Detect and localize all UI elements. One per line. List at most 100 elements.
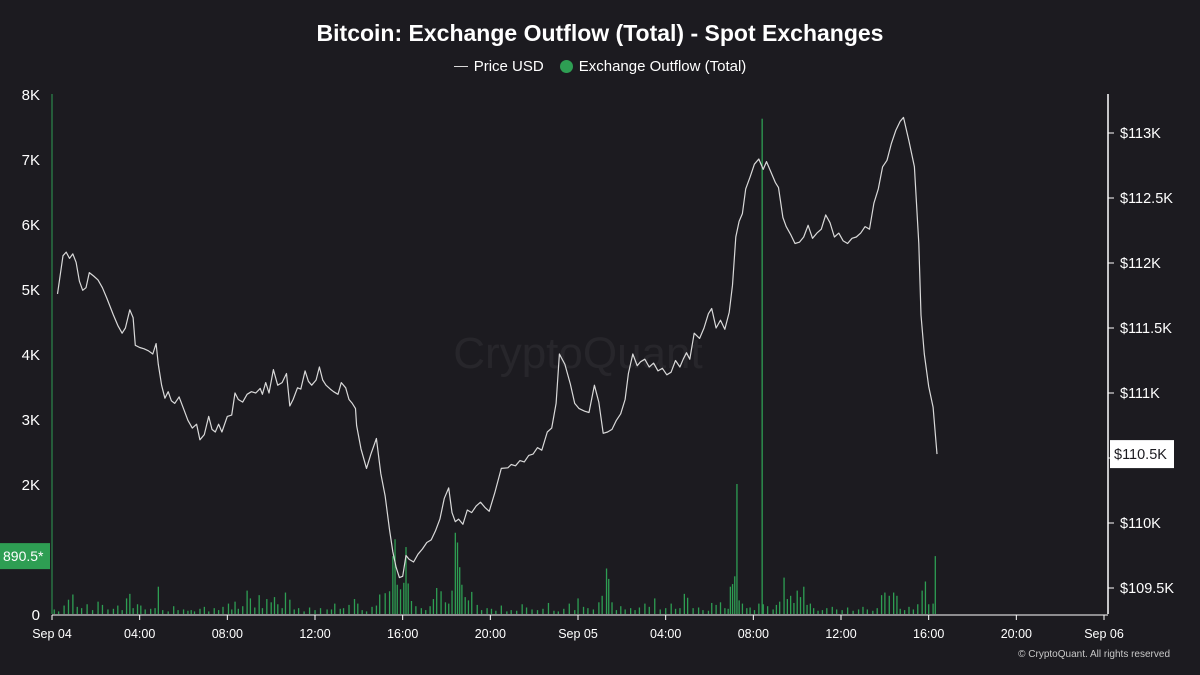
outflow-bar bbox=[140, 605, 142, 614]
outflow-bar bbox=[154, 608, 156, 614]
outflow-bar bbox=[425, 610, 427, 614]
outflow-bar bbox=[208, 611, 210, 614]
outflow-bar bbox=[753, 610, 756, 614]
outflow-bar bbox=[888, 595, 890, 614]
x-tick-label: 04:00 bbox=[124, 627, 155, 641]
y-left-tick-label: 4K bbox=[22, 347, 40, 364]
legend-label-outflow: Exchange Outflow (Total) bbox=[578, 58, 747, 75]
outflow-bar bbox=[846, 607, 849, 614]
outflow-bar bbox=[129, 593, 131, 614]
outflow-bar bbox=[284, 592, 287, 614]
outflow-bar bbox=[415, 606, 417, 614]
outflow-bar bbox=[150, 608, 152, 614]
outflow-bar bbox=[144, 609, 146, 614]
outflow-bar bbox=[157, 586, 159, 614]
outflow-bar bbox=[213, 608, 215, 614]
outflow-bar bbox=[813, 608, 815, 614]
y-left-tick-label: 6K bbox=[22, 217, 40, 234]
outflow-bar bbox=[841, 610, 843, 614]
outflow-bar bbox=[326, 609, 328, 614]
chart-title: Bitcoin: Exchange Outflow (Total) - Spot… bbox=[316, 20, 884, 46]
outflow-bar bbox=[173, 606, 175, 614]
outflow-bar bbox=[821, 610, 824, 614]
x-tick-label: 20:00 bbox=[1001, 627, 1032, 641]
outflow-bar bbox=[246, 590, 248, 614]
legend-item-price[interactable]: Price USD bbox=[453, 58, 544, 75]
y-left-tick-label: 7K bbox=[22, 152, 40, 169]
outflow-bar bbox=[353, 599, 356, 614]
outflow-bar bbox=[587, 608, 589, 614]
outflow-bar bbox=[237, 608, 239, 614]
outflow-bar bbox=[407, 583, 409, 614]
outflow-bar bbox=[107, 609, 109, 614]
outflow-bar bbox=[836, 609, 838, 614]
outflow-bar bbox=[454, 532, 456, 614]
outflow-bar bbox=[630, 608, 632, 614]
x-tick-label: 08:00 bbox=[212, 627, 243, 641]
outflow-bar bbox=[746, 608, 748, 614]
outflow-bar bbox=[57, 611, 60, 614]
legend-item-outflow[interactable]: Exchange Outflow (Total) bbox=[559, 58, 747, 75]
x-tick-label: 16:00 bbox=[387, 627, 418, 641]
outflow-bar bbox=[831, 606, 833, 614]
outflow-bar bbox=[132, 608, 134, 614]
outflow-bar bbox=[724, 608, 726, 614]
outflow-bar bbox=[177, 610, 179, 614]
outflow-bar bbox=[670, 603, 672, 614]
outflow-bar bbox=[63, 605, 65, 614]
outflow-bar bbox=[182, 609, 185, 614]
outflow-bar bbox=[908, 606, 910, 614]
outflow-bar bbox=[536, 610, 539, 614]
outflow-bar bbox=[112, 608, 115, 614]
x-tick-label: 16:00 bbox=[913, 627, 944, 641]
outflow-bar bbox=[638, 607, 641, 614]
outflow-bar bbox=[896, 595, 898, 614]
outflow-bar bbox=[193, 611, 196, 614]
outflow-bar bbox=[806, 604, 808, 614]
outflow-bar bbox=[809, 603, 812, 614]
outflow-bar bbox=[281, 608, 283, 614]
y-right-tick-label: $112.5K bbox=[1120, 191, 1173, 207]
outflow-bar bbox=[506, 611, 508, 614]
outflow-bar bbox=[796, 590, 798, 614]
y-right-tick-label: $113K bbox=[1120, 126, 1161, 142]
outflow-bar-spike bbox=[761, 118, 763, 614]
outflow-bar bbox=[190, 610, 192, 614]
outflow-bar bbox=[521, 604, 523, 614]
outflow-bar bbox=[577, 598, 579, 614]
outflow-bar bbox=[738, 600, 740, 614]
outflow-bar bbox=[448, 603, 450, 614]
outflow-bar bbox=[707, 610, 710, 614]
outflow-bar bbox=[471, 591, 473, 614]
outflow-bar bbox=[852, 610, 854, 614]
outflow-bar bbox=[665, 608, 667, 614]
outflow-bar bbox=[459, 567, 461, 614]
outflow-bar bbox=[779, 601, 781, 614]
outflow-bar bbox=[231, 609, 233, 614]
outflow-bar bbox=[500, 605, 502, 614]
outflow-bar bbox=[242, 606, 244, 614]
outflow-bar bbox=[917, 604, 919, 614]
outflow-bar bbox=[297, 608, 300, 614]
outflow-bar bbox=[432, 599, 435, 614]
outflow-bar bbox=[766, 606, 769, 614]
outflow-bar bbox=[293, 609, 295, 614]
outflow-bar bbox=[461, 584, 463, 614]
outflow-bar bbox=[568, 603, 570, 614]
outflow-bar bbox=[679, 608, 681, 614]
legend-label-price: Price USD bbox=[473, 58, 544, 75]
outflow-bar bbox=[273, 597, 276, 614]
y-right-tick-label: $111K bbox=[1120, 386, 1160, 402]
outflow-bar bbox=[592, 609, 595, 614]
outflow-bar bbox=[711, 602, 713, 614]
outflow-bar bbox=[634, 610, 636, 614]
outflow-bar bbox=[254, 607, 256, 614]
outflow-bar bbox=[222, 606, 224, 614]
outflow-bar bbox=[659, 609, 661, 614]
x-tick-label: 12:00 bbox=[299, 627, 330, 641]
outflow-bar bbox=[199, 608, 201, 614]
outflow-bar bbox=[384, 593, 386, 614]
outflow-bar bbox=[396, 584, 398, 614]
outflow-bar bbox=[314, 610, 316, 614]
